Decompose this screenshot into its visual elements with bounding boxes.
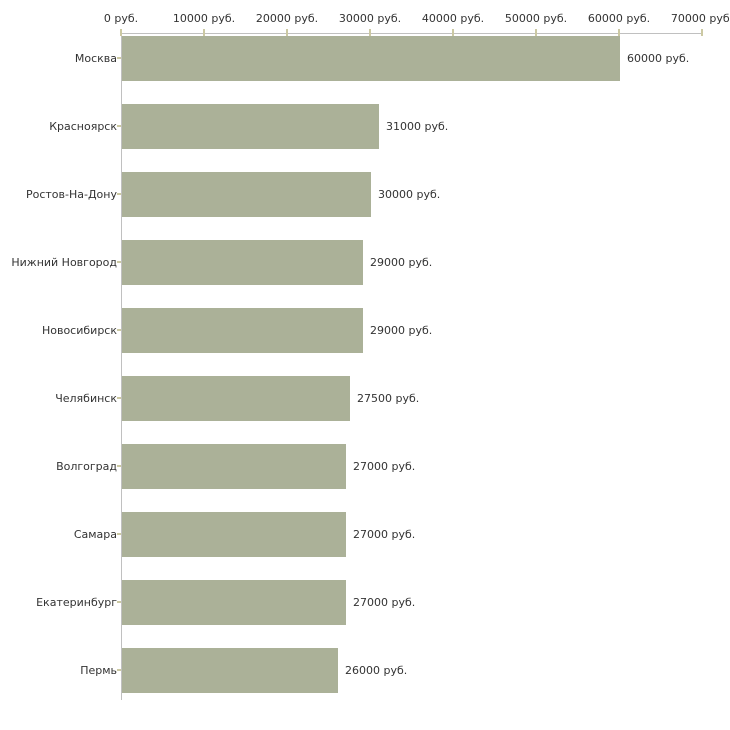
x-tick-mark [452,29,454,36]
value-label: 60000 руб. [627,52,690,65]
value-label: 30000 руб. [378,188,441,201]
x-tick-label: 40000 руб. [421,12,485,25]
bar [122,240,363,285]
category-label: Екатеринбург [36,596,117,609]
value-label: 27000 руб. [353,528,416,541]
x-tick-label: 60000 руб. [587,12,651,25]
value-label: 29000 руб. [370,324,433,337]
bar [122,104,379,149]
y-tick-mark [117,533,121,535]
category-label: Нижний Новгород [11,256,117,269]
x-tick-mark [701,29,703,36]
x-tick-mark [120,29,122,36]
category-label: Самара [73,528,117,541]
bar [122,172,371,217]
y-tick-mark [117,329,121,331]
value-label: 27000 руб. [353,596,416,609]
value-label: 31000 руб. [386,120,449,133]
value-label: 27500 руб. [357,392,420,405]
x-tick-label: 10000 руб. [172,12,236,25]
x-tick-mark [286,29,288,36]
category-label: Красноярск [49,120,117,133]
x-axis-line [121,33,703,34]
category-label: Новосибирск [41,324,117,337]
y-axis-line [121,33,122,700]
x-tick-mark [369,29,371,36]
value-label: 29000 руб. [370,256,433,269]
y-tick-mark [117,125,121,127]
category-label: Челябинск [55,392,117,405]
bar [122,376,350,421]
y-tick-mark [117,397,121,399]
value-label: 27000 руб. [353,460,416,473]
x-tick-mark [535,29,537,36]
bar [122,580,346,625]
y-tick-mark [117,261,121,263]
value-label: 26000 руб. [345,664,408,677]
bar [122,36,620,81]
y-tick-mark [117,601,121,603]
bar [122,308,363,353]
x-tick-label: 70000 руб. [670,12,730,25]
x-tick-label: 50000 руб. [504,12,568,25]
y-tick-mark [117,465,121,467]
y-tick-mark [117,57,121,59]
category-label: Пермь [80,664,117,677]
bar [122,648,338,693]
x-tick-mark [203,29,205,36]
category-label: Волгоград [56,460,117,473]
bar [122,512,346,557]
x-tick-label: 0 руб. [103,12,139,25]
x-tick-label: 20000 руб. [255,12,319,25]
category-label: Москва [74,52,117,65]
y-tick-mark [117,669,121,671]
bar [122,444,346,489]
x-tick-mark [618,29,620,36]
y-tick-mark [117,193,121,195]
category-label: Ростов-На-Дону [25,188,117,201]
x-tick-label: 30000 руб. [338,12,402,25]
